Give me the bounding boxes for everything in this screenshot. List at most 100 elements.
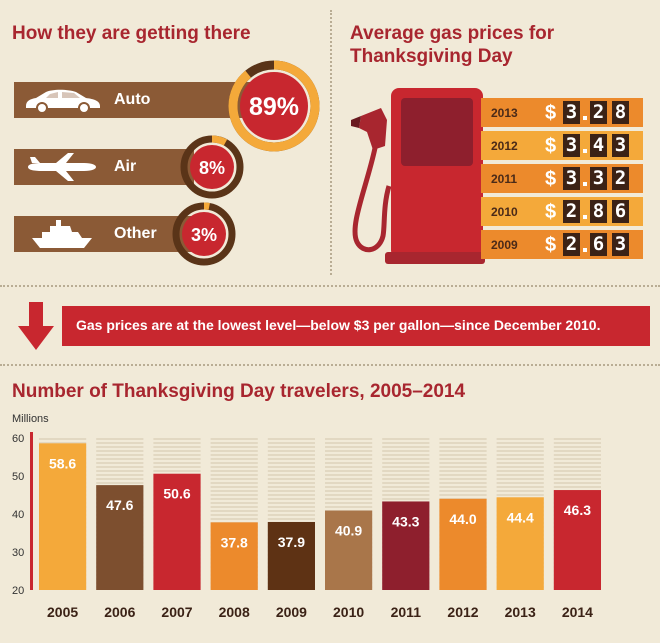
- travel-row-air: Air: [14, 149, 194, 185]
- bar-2007: [153, 473, 201, 590]
- column-stripe: [325, 462, 373, 464]
- column-stripe: [496, 474, 544, 476]
- gas-year: 2009: [491, 238, 518, 252]
- gas-row-2009: 2009 $ 2 6 3: [481, 230, 643, 259]
- column-stripe: [439, 478, 487, 480]
- column-stripe: [553, 450, 601, 452]
- column-stripe: [267, 478, 315, 480]
- column-stripe: [496, 462, 544, 464]
- gas-price-banner: Gas prices are at the lowest level—below…: [10, 296, 650, 356]
- x-tick-label: 2014: [562, 604, 593, 620]
- column-stripe: [553, 462, 601, 464]
- column-stripe: [496, 470, 544, 472]
- column-stripe: [96, 450, 144, 452]
- column-stripe: [267, 502, 315, 504]
- section-divider-bottom: [0, 364, 660, 366]
- column-stripe: [267, 494, 315, 496]
- y-tick-label: 60: [12, 433, 24, 445]
- column-stripe: [496, 454, 544, 456]
- gas-year: 2011: [491, 172, 518, 186]
- decimal-point: [583, 215, 587, 219]
- column-stripe: [439, 450, 487, 452]
- column-stripe: [553, 446, 601, 448]
- column-stripe: [553, 438, 601, 440]
- y-tick-label: 50: [12, 471, 24, 483]
- column-stripe: [325, 474, 373, 476]
- column-stripe: [96, 454, 144, 456]
- column-stripe: [382, 494, 430, 496]
- ship-icon: [32, 220, 92, 248]
- column-stripe: [325, 506, 373, 508]
- column-stripe: [267, 518, 315, 520]
- y-axis-line: [30, 432, 33, 590]
- column-stripe: [210, 486, 258, 488]
- column-stripe: [267, 454, 315, 456]
- column-stripe: [210, 494, 258, 496]
- column-stripe: [153, 462, 201, 464]
- column-stripe: [439, 462, 487, 464]
- column-stripe: [382, 462, 430, 464]
- column-stripe: [267, 450, 315, 452]
- bar-2006: [96, 485, 144, 590]
- bar-2014: [553, 490, 601, 590]
- dollar-sign: $: [545, 102, 557, 124]
- price-digit: 2: [563, 233, 580, 256]
- column-stripe: [267, 510, 315, 512]
- column-stripe: [382, 450, 430, 452]
- column-stripe: [210, 518, 258, 520]
- column-stripe: [210, 462, 258, 464]
- column-stripe: [153, 458, 201, 460]
- column-stripe: [382, 454, 430, 456]
- column-stripe: [553, 474, 601, 476]
- column-stripe: [153, 438, 201, 440]
- column-stripe: [439, 446, 487, 448]
- banner-text: Gas prices are at the lowest level—below…: [76, 317, 601, 333]
- column-stripe: [496, 458, 544, 460]
- column-stripe: [325, 490, 373, 492]
- column-stripe: [96, 462, 144, 464]
- column-stripe: [439, 494, 487, 496]
- bar-value-label: 40.9: [335, 523, 362, 539]
- column-stripe: [382, 442, 430, 444]
- bar-2005: [39, 443, 87, 590]
- column-stripe: [382, 474, 430, 476]
- column-stripe: [325, 446, 373, 448]
- x-tick-label: 2013: [505, 604, 536, 620]
- column-stripe: [439, 470, 487, 472]
- price-digit: 8: [590, 200, 607, 223]
- column-stripe: [96, 438, 144, 440]
- price-digit: 3: [563, 167, 580, 190]
- column-stripe: [553, 486, 601, 488]
- column-stripe: [267, 506, 315, 508]
- bar-2009: [267, 521, 315, 590]
- column-stripe: [210, 514, 258, 516]
- column-stripe: [496, 490, 544, 492]
- column-stripe: [153, 466, 201, 468]
- column-stripe: [325, 458, 373, 460]
- decimal-point: [583, 116, 587, 120]
- column-stripe: [153, 446, 201, 448]
- column-stripe: [553, 470, 601, 472]
- dollar-sign: $: [545, 234, 557, 256]
- column-stripe: [439, 474, 487, 476]
- bar-value-label: 44.0: [449, 511, 476, 527]
- bar-value-label: 37.8: [221, 534, 248, 550]
- column-stripe: [153, 450, 201, 452]
- x-tick-label: 2008: [219, 604, 250, 620]
- x-tick-label: 2012: [447, 604, 478, 620]
- travel-row-other: Other: [14, 216, 194, 252]
- column-stripe: [439, 438, 487, 440]
- gas-prices-title-line2: Thanksgiving Day: [350, 46, 513, 67]
- x-tick-label: 2005: [47, 604, 78, 620]
- section-divider-top: [0, 285, 660, 287]
- column-stripe: [496, 486, 544, 488]
- column-stripe: [325, 466, 373, 468]
- column-stripe: [496, 450, 544, 452]
- column-stripe: [439, 458, 487, 460]
- column-stripe: [382, 478, 430, 480]
- column-stripe: [325, 454, 373, 456]
- column-stripe: [553, 478, 601, 480]
- column-stripe: [153, 442, 201, 444]
- car-icon: [26, 89, 100, 114]
- column-stripe: [553, 466, 601, 468]
